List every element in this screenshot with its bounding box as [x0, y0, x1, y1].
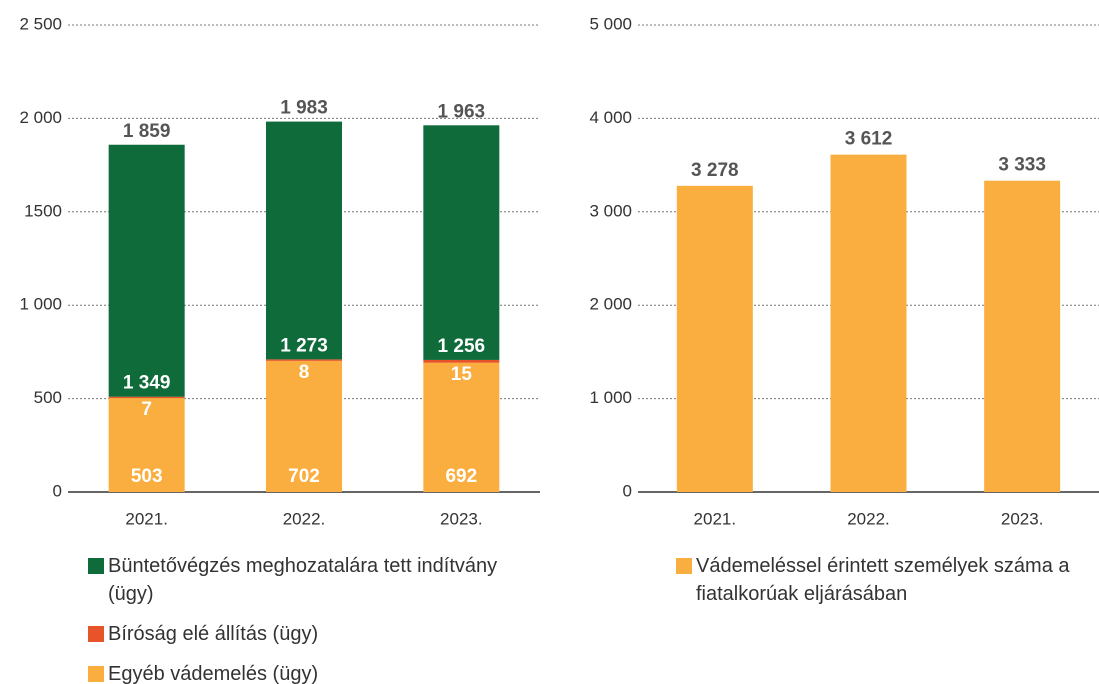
legend-swatch: [88, 666, 104, 682]
y-tick-label: 500: [34, 388, 62, 407]
x-tick-label: 2021.: [125, 509, 168, 528]
bar: [830, 154, 907, 492]
bar-segment: [108, 396, 185, 399]
y-tick-label: 1 000: [19, 295, 62, 314]
data-label: 3 333: [998, 155, 1046, 176]
legend-swatch: [676, 558, 692, 574]
data-label: 3 278: [691, 160, 739, 181]
total-label: 1 963: [438, 101, 486, 122]
x-tick-label: 2021.: [694, 509, 737, 528]
bar: [984, 180, 1061, 492]
x-tick-label: 2023.: [1001, 509, 1044, 528]
legend-item: Vádemeléssel érintett személyek száma a …: [676, 552, 1096, 608]
legend-item: Bíróság elé állítás (ügy): [88, 620, 538, 648]
y-tick-label: 2 000: [19, 108, 62, 127]
x-tick-label: 2022.: [283, 509, 326, 528]
legend-label: Egyéb vádemelés (ügy): [108, 663, 319, 684]
y-tick-label: 1 000: [589, 388, 632, 407]
y-tick-label: 0: [53, 481, 62, 500]
legend-label: Bíróság elé állítás (ügy): [108, 623, 319, 645]
y-tick-label: 3 000: [589, 201, 632, 220]
data-label: 692: [445, 466, 477, 487]
data-label: 702: [288, 466, 320, 487]
bar-segment: [266, 359, 342, 361]
data-label: 8: [299, 362, 310, 383]
legend-item: Büntetővégzés meghozatalára tett indítvá…: [88, 552, 538, 608]
total-label: 1 983: [280, 98, 328, 119]
total-label: 1 859: [123, 121, 171, 142]
bar: [676, 185, 753, 493]
y-tick-label: 5 000: [589, 14, 632, 33]
bar-segment: [108, 398, 185, 492]
y-tick-label: 1500: [24, 201, 62, 220]
legend-label: Vádemeléssel érintett személyek száma a …: [696, 555, 1070, 605]
bar-segment: [266, 121, 342, 360]
legend-item: Egyéb vádemelés (ügy): [88, 660, 538, 684]
data-label: 1 256: [438, 336, 486, 357]
data-label: 503: [131, 466, 163, 487]
y-tick-label: 2 000: [589, 295, 632, 314]
data-label: 1 273: [280, 335, 328, 356]
y-tick-label: 4 000: [589, 108, 632, 127]
bar-segment: [423, 359, 500, 363]
bar-segment: [266, 360, 342, 492]
x-tick-label: 2022.: [847, 509, 890, 528]
data-label: 3 612: [845, 129, 893, 150]
legend-label: Büntetővégzés meghozatalára tett indítvá…: [108, 555, 498, 605]
bar-segment: [423, 362, 500, 492]
legend: Vádemeléssel érintett személyek száma a …: [676, 552, 1096, 620]
y-tick-label: 2 500: [19, 14, 62, 33]
legend-swatch: [88, 558, 104, 574]
data-label: 15: [451, 364, 473, 385]
y-tick-label: 0: [623, 481, 632, 500]
data-label: 1 349: [123, 373, 171, 394]
bar-segment: [423, 125, 500, 360]
legend: Büntetővégzés meghozatalára tett indítvá…: [88, 552, 538, 684]
legend-swatch: [88, 626, 104, 642]
bar-segment: [108, 144, 185, 397]
data-label: 7: [141, 399, 152, 420]
x-tick-label: 2023.: [440, 509, 483, 528]
